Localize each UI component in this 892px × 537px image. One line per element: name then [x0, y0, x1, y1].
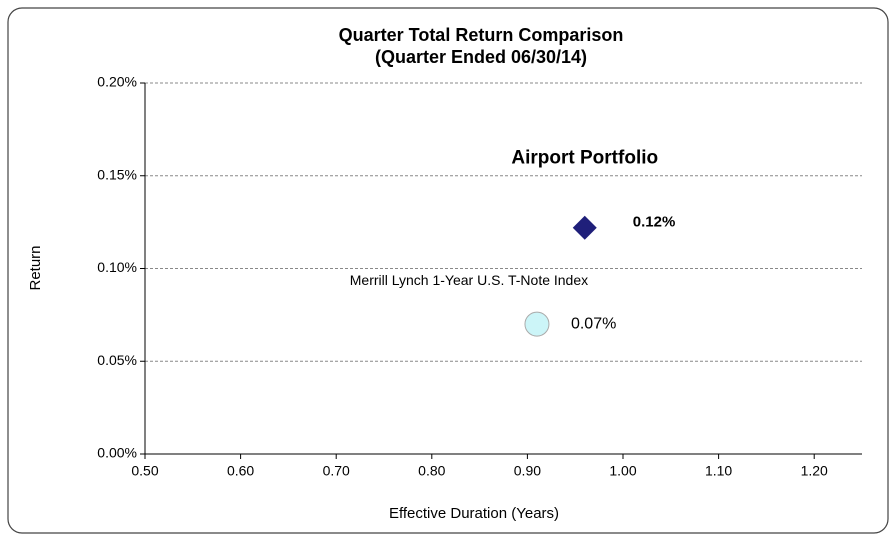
chart-subtitle: (Quarter Ended 06/30/14) [375, 47, 587, 67]
chart-border [7, 7, 889, 534]
x-tick-label: 0.70 [323, 463, 350, 479]
y-axis-label: Return [27, 245, 44, 290]
series-label: Airport Portfolio [511, 148, 658, 169]
value-label: 0.07% [571, 315, 616, 332]
value-label: 0.12% [633, 214, 676, 231]
x-tick-label: 1.10 [705, 463, 732, 479]
y-tick-label: 0.15% [97, 166, 137, 182]
x-tick-label: 0.90 [514, 463, 541, 479]
y-tick-label: 0.05% [97, 352, 137, 368]
x-tick-label: 0.60 [227, 463, 254, 479]
chart-title: Quarter Total Return Comparison [339, 25, 624, 45]
x-tick-label: 0.50 [131, 463, 158, 479]
x-tick-label: 0.80 [418, 463, 445, 479]
point [524, 311, 550, 337]
y-tick-label: 0.10% [97, 259, 137, 275]
point [572, 215, 597, 240]
x-tick-label: 1.20 [801, 463, 828, 479]
series-label: Merrill Lynch 1-Year U.S. T-Note Index [350, 272, 588, 288]
x-axis-label: Effective Duration (Years) [389, 505, 559, 522]
y-tick-label: 0.20% [97, 74, 137, 90]
y-tick-label: 0.00% [97, 445, 137, 461]
x-tick-label: 1.00 [609, 463, 636, 479]
